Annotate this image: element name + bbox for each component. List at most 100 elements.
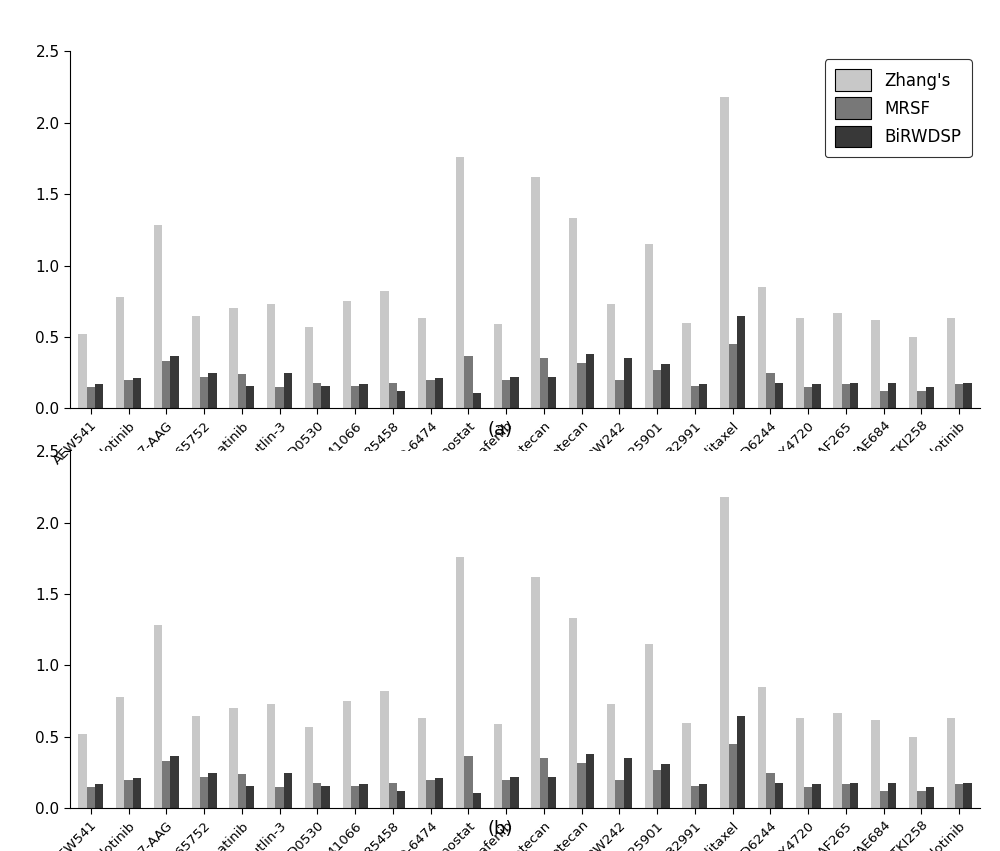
Legend: Zhang's, MRSF, BiRWDSP: Zhang's, MRSF, BiRWDSP — [825, 60, 972, 157]
Bar — [510, 377, 519, 408]
Bar — [275, 387, 284, 408]
Bar — [615, 380, 624, 408]
Bar — [397, 391, 405, 408]
Bar — [947, 318, 955, 408]
Bar — [577, 363, 586, 408]
Bar — [531, 577, 540, 808]
Bar — [435, 779, 443, 808]
Bar — [229, 308, 238, 408]
Bar — [888, 383, 896, 408]
Bar — [246, 386, 254, 408]
Bar — [880, 791, 888, 808]
Bar — [208, 773, 217, 808]
Bar — [586, 354, 594, 408]
Bar — [775, 383, 783, 408]
Bar — [426, 380, 435, 408]
Bar — [804, 387, 812, 408]
Bar — [154, 226, 162, 408]
Bar — [426, 780, 435, 808]
Bar — [645, 244, 653, 408]
Bar — [833, 312, 842, 408]
Bar — [351, 386, 359, 408]
Bar — [456, 157, 464, 408]
Bar — [133, 779, 141, 808]
Bar — [909, 337, 917, 408]
Bar — [842, 784, 850, 808]
Bar — [313, 783, 321, 808]
Bar — [540, 358, 548, 408]
Bar — [435, 379, 443, 408]
Bar — [343, 301, 351, 408]
Bar — [947, 718, 955, 808]
Bar — [842, 384, 850, 408]
Bar — [380, 691, 389, 808]
Bar — [963, 383, 972, 408]
Bar — [313, 383, 321, 408]
Bar — [95, 784, 103, 808]
Bar — [473, 393, 481, 408]
Bar — [607, 304, 615, 408]
Bar — [510, 777, 519, 808]
Bar — [917, 791, 926, 808]
Bar — [464, 756, 473, 808]
Bar — [955, 384, 963, 408]
Bar — [737, 316, 745, 408]
Bar — [888, 783, 896, 808]
Bar — [351, 785, 359, 808]
Bar — [321, 386, 330, 408]
Bar — [531, 177, 540, 408]
Bar — [653, 370, 661, 408]
Bar — [661, 764, 670, 808]
Bar — [494, 324, 502, 408]
Bar — [850, 783, 858, 808]
Bar — [124, 380, 133, 408]
Bar — [359, 784, 368, 808]
Bar — [418, 718, 426, 808]
Bar — [502, 380, 510, 408]
Bar — [607, 704, 615, 808]
Bar — [238, 374, 246, 408]
Bar — [473, 793, 481, 808]
Bar — [116, 297, 124, 408]
Bar — [653, 770, 661, 808]
Bar — [624, 358, 632, 408]
Bar — [380, 291, 389, 408]
Bar — [682, 323, 691, 408]
Bar — [548, 777, 556, 808]
Bar — [691, 785, 699, 808]
Bar — [691, 386, 699, 408]
Bar — [963, 783, 972, 808]
Bar — [389, 383, 397, 408]
Bar — [699, 784, 707, 808]
Bar — [624, 758, 632, 808]
Bar — [229, 708, 238, 808]
Bar — [775, 783, 783, 808]
Bar — [200, 377, 208, 408]
Bar — [78, 334, 87, 408]
Bar — [170, 756, 179, 808]
Bar — [569, 619, 577, 808]
Bar — [275, 787, 284, 808]
Bar — [397, 791, 405, 808]
Bar — [699, 384, 707, 408]
Bar — [758, 287, 766, 408]
Bar — [812, 384, 821, 408]
Bar — [812, 784, 821, 808]
Bar — [87, 787, 95, 808]
Bar — [720, 97, 729, 408]
Bar — [464, 356, 473, 408]
Bar — [737, 716, 745, 808]
Bar — [305, 727, 313, 808]
Bar — [192, 316, 200, 408]
Bar — [850, 383, 858, 408]
Bar — [133, 379, 141, 408]
Bar — [926, 387, 934, 408]
Bar — [389, 783, 397, 808]
Bar — [682, 722, 691, 808]
Bar — [208, 373, 217, 408]
Bar — [200, 777, 208, 808]
Bar — [540, 758, 548, 808]
Bar — [170, 356, 179, 408]
Bar — [502, 780, 510, 808]
Bar — [586, 754, 594, 808]
